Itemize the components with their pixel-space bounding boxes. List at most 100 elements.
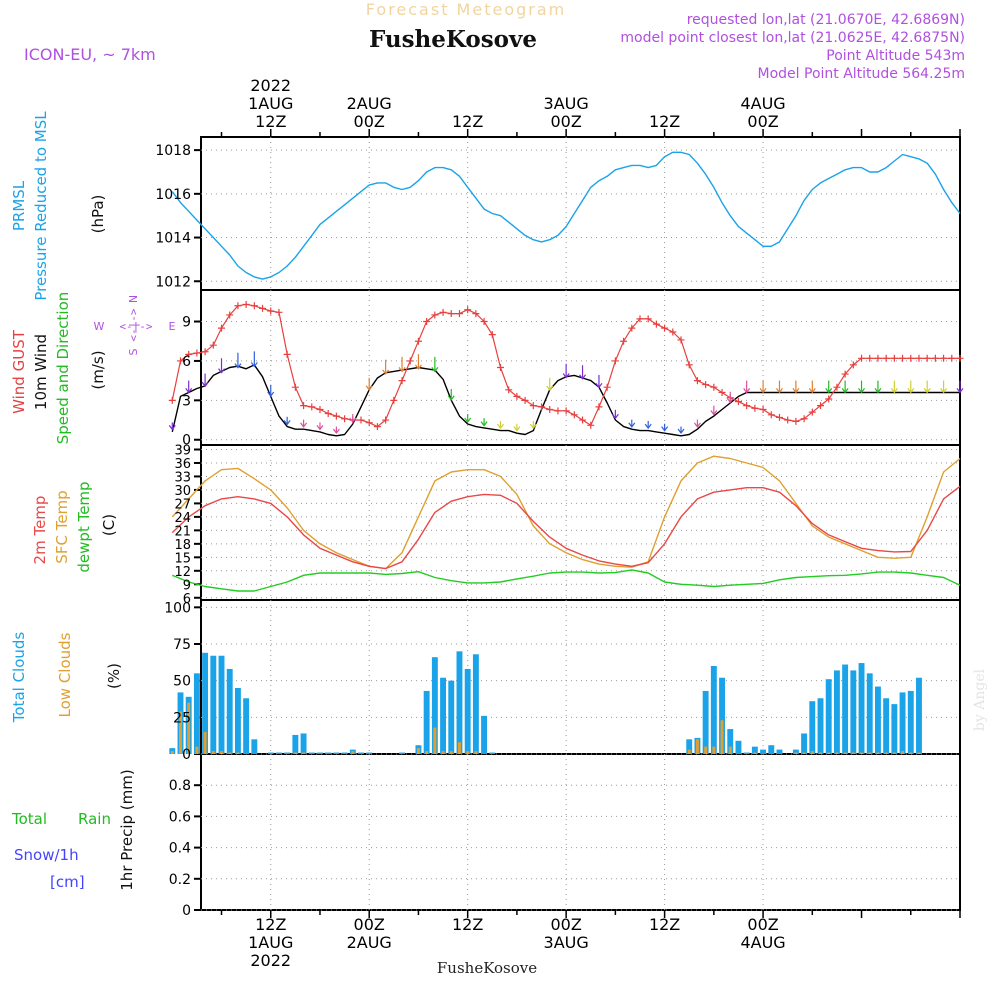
ytick-label-temp: 30 [174, 484, 191, 499]
gust-marker [841, 370, 849, 378]
grid-lines [194, 129, 961, 918]
low-cloud-bar [425, 751, 429, 754]
closest-coords: model point closest lon,lat (21.0625E, 4… [620, 30, 965, 46]
gust-marker [858, 354, 866, 362]
ytick-label-temp: 27 [174, 497, 191, 512]
compass-north: N [127, 295, 140, 303]
low-cloud-bar [794, 752, 798, 754]
low-cloud-bar [802, 752, 806, 754]
wind-direction-arrowhead [677, 428, 685, 435]
gust-marker [365, 419, 373, 427]
total-cloud-bar [226, 668, 233, 754]
wind-direction-arrowhead [464, 417, 472, 423]
total-cloud-bar [308, 752, 315, 754]
wind-direction-arrowhead [890, 387, 898, 394]
gust-marker [907, 354, 915, 362]
model-altitude: Model Point Altitude 564.25m [758, 66, 965, 82]
gust-marker [866, 354, 874, 362]
gust-marker [234, 302, 242, 310]
top-time-label: 12Z [649, 112, 680, 131]
low-cloud-bar [827, 752, 831, 754]
low-cloud-bar [868, 752, 872, 754]
low-cloud-bar [170, 751, 174, 754]
gust-marker [693, 377, 701, 385]
total-cloud-bar [702, 690, 709, 754]
total-cloud-bar [267, 752, 274, 754]
low-cloud-bar [433, 727, 437, 754]
gust-marker [242, 300, 250, 308]
total-cloud-bar [760, 749, 767, 754]
gust-marker [570, 411, 578, 419]
gust-marker [800, 415, 808, 423]
low-cloud-bar [195, 746, 199, 754]
gust-marker [455, 310, 463, 318]
low-cloud-bar [901, 751, 905, 754]
total-cloud-bar [891, 704, 898, 754]
low-cloud-bar [351, 751, 355, 754]
gust-marker [644, 315, 652, 323]
gust-marker [620, 337, 628, 345]
total-cloud-bar [210, 655, 217, 754]
gust-marker [751, 404, 759, 412]
gust-marker [611, 357, 619, 365]
gust-marker [447, 310, 455, 318]
ytick-label-temp: 33 [174, 470, 191, 485]
gust-marker [193, 349, 201, 357]
low-cloud-bar [687, 749, 691, 754]
precip-label-rain: Rain [78, 810, 111, 828]
temp-label-dewpt: dewpt Temp [75, 481, 93, 572]
bottom-time-label: 12Z [452, 915, 483, 934]
gust-marker [513, 392, 521, 400]
bottom-time-label: 12Z [649, 915, 680, 934]
temp-2m-line [171, 485, 961, 570]
ytick-label-clouds: 0 [182, 747, 191, 763]
compass-south: S [127, 348, 140, 355]
gust-marker [316, 406, 324, 414]
total-cloud-bar [300, 733, 307, 754]
total-cloud-bar [768, 745, 775, 754]
top-time-label: 00Z [747, 112, 778, 131]
gust-marker [775, 413, 783, 421]
total-cloud-bar [743, 752, 750, 754]
panel-frames [200, 136, 961, 911]
top-time-label: 12Z [452, 112, 483, 131]
compass-west: W [94, 320, 105, 333]
gust-marker [300, 402, 308, 410]
total-cloud-bar [333, 752, 340, 754]
total-cloud-bar [727, 729, 734, 754]
low-cloud-bar [236, 752, 240, 754]
gust-marker [176, 357, 184, 365]
gust-marker [406, 357, 414, 365]
low-cloud-bar [302, 752, 306, 754]
low-cloud-bar [851, 752, 855, 754]
clouds-label-low: Low Clouds [56, 632, 74, 717]
wind-direction-arrowhead [250, 362, 258, 368]
panel-frame-wind [200, 289, 961, 446]
gust-marker [587, 421, 595, 429]
gust-marker [817, 402, 825, 410]
pressure-unit: (hPa) [89, 195, 107, 234]
bottom-time-label: 00Z [550, 915, 581, 934]
wind-direction-arrowhead [382, 369, 390, 375]
wind-direction-arrowhead [907, 387, 915, 394]
ytick-label-precip: 0 [182, 903, 191, 919]
gust-marker [759, 406, 767, 414]
gust-marker [603, 383, 611, 391]
low-cloud-bar [187, 702, 191, 754]
total-cloud-bar [776, 749, 783, 754]
wind-direction-arrowhead [497, 423, 504, 430]
gust-marker [308, 403, 316, 411]
low-cloud-bar [909, 752, 913, 754]
gust-marker [201, 348, 209, 356]
low-cloud-bar [466, 751, 470, 754]
gust-marker [538, 403, 546, 411]
total-cloud-bar [472, 654, 479, 754]
wind-direction-arrowhead [710, 410, 718, 416]
gust-marker [825, 395, 833, 403]
total-cloud-bar [866, 673, 873, 754]
total-cloud-bar [243, 698, 250, 754]
ytick-label-wind: 0 [182, 433, 191, 449]
wind-direction-arrowhead [858, 387, 866, 394]
temp-label-2m: 2m Temp [31, 496, 49, 565]
total-cloud-bar [833, 670, 840, 754]
